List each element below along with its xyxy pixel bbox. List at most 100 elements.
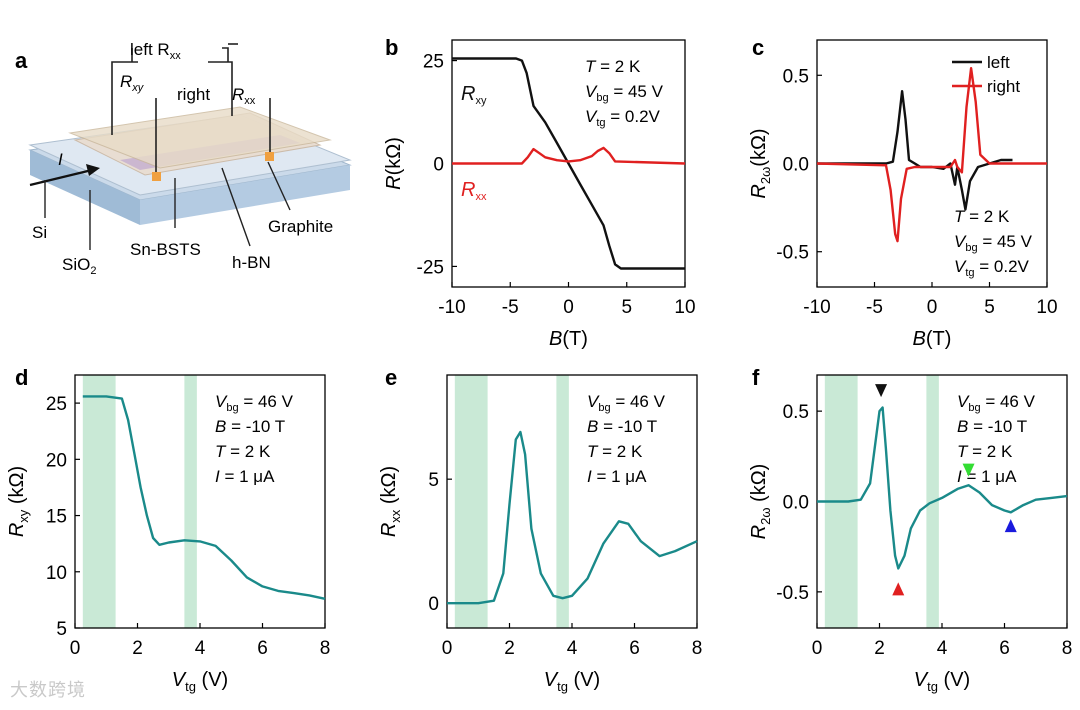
label-si: Si — [32, 223, 47, 242]
annotation-text: Vbg = 45 V — [585, 82, 664, 104]
x-tick-label: 5 — [984, 297, 995, 318]
x-tick-label: 6 — [999, 638, 1010, 659]
y-axis-label: R2ω (kΩ) — [748, 464, 773, 540]
shaded-region-1 — [454, 375, 488, 628]
y-tick-label: 5 — [428, 470, 439, 491]
si-substrate-front — [30, 150, 140, 225]
annotation-text: T = 2 K — [215, 442, 271, 461]
x-axis-label: Vtg (V) — [172, 669, 228, 694]
series-label-rxy: Rxy — [461, 83, 487, 107]
y-tick-label: 10 — [46, 563, 67, 584]
panel-a-letter: a — [15, 48, 28, 73]
series-line-left — [817, 90, 1013, 211]
annotation-text: T = 2 K — [587, 442, 643, 461]
y-tick-label: 25 — [46, 394, 67, 415]
y-axis-label: R2ω(kΩ) — [748, 128, 773, 198]
annotation-text: Vbg = 46 V — [587, 392, 666, 414]
label-sio2: SiO2 — [62, 255, 96, 277]
x-tick-label: 10 — [674, 297, 695, 318]
y-tick-label: 20 — [46, 450, 67, 471]
series-line-rxy — [82, 395, 326, 600]
x-tick-label: 8 — [320, 638, 331, 659]
current-arrowhead — [86, 164, 100, 176]
x-tick-label: -5 — [866, 297, 883, 318]
y-tick-label: 25 — [423, 52, 444, 73]
x-axis-label: Vtg (V) — [544, 669, 600, 694]
y-tick-label: -0.5 — [776, 583, 809, 604]
series-line-rxy — [452, 57, 685, 270]
x-tick-label: 0 — [70, 638, 81, 659]
annotation-text: Vbg = 46 V — [957, 392, 1036, 414]
annotation-text: I = 1 μA — [215, 467, 275, 486]
x-axis-label: Vtg (V) — [914, 669, 970, 694]
y-tick-label: -0.5 — [776, 243, 809, 264]
label-left-rxx: left Rxx — [130, 40, 181, 62]
annotation-text: T = 2 K — [954, 207, 1010, 226]
label-rxy: Rxy — [120, 72, 145, 94]
x-tick-label: 4 — [195, 638, 206, 659]
panel-e-letter: e — [385, 365, 397, 390]
panel-d-letter: d — [15, 365, 28, 390]
y-tick-label: 0.5 — [783, 66, 809, 87]
x-tick-label: 0 — [812, 638, 823, 659]
y-tick-label: 5 — [56, 619, 67, 640]
y-tick-label: 0 — [433, 155, 444, 176]
x-axis-label: B(T) — [913, 328, 952, 350]
y-tick-label: 0.0 — [783, 155, 809, 176]
x-axis-label: B(T) — [549, 328, 588, 350]
shaded-region-2 — [184, 375, 197, 628]
panel-b-chart: b -10 -5 0 5 10 25 0 -25 B(T) R(kΩ) Rxy Rxx T = 2 K Vb… — [383, 35, 696, 350]
panel-f-chart: f 0 2 4 6 8 0.5 0.0 -0.5 Vtg (V) R2ω (kΩ) Vbg = 46 … — [748, 365, 1072, 694]
shaded-region-2 — [556, 375, 569, 628]
panel-b-letter: b — [385, 35, 398, 60]
panel-e-chart: e 0 2 4 6 8 0 5 Vtg (V) Rxx (kΩ) Vbg = 46 V B = -10… — [378, 365, 702, 694]
x-tick-label: 2 — [504, 638, 515, 659]
marker-triangle-3 — [962, 463, 975, 477]
x-tick-label: 0 — [927, 297, 938, 318]
annotation-text: Vtg = 0.2V — [585, 107, 661, 129]
annotation-text: I = 1 μA — [587, 467, 647, 486]
annotation-text: Vbg = 45 V — [954, 232, 1033, 254]
annotation-text: I = 1 μA — [957, 467, 1017, 486]
label-hbn: h-BN — [232, 253, 271, 272]
y-tick-label: 15 — [46, 507, 67, 528]
graphite-gate — [68, 106, 332, 169]
x-tick-label: 8 — [1062, 638, 1073, 659]
panel-a-device-schematic: a left Rxx Rxy right Rxx I — [15, 40, 352, 277]
x-tick-label: 6 — [629, 638, 640, 659]
panel-d-chart: d 0 2 4 6 8 5 10 15 20 25 Vtg (V) Rxy (kΩ) Vbg = 46 V… — [6, 365, 330, 694]
series-line-r2w — [817, 406, 1068, 570]
x-tick-label: 6 — [257, 638, 268, 659]
y-tick-label: 0 — [428, 594, 439, 615]
x-tick-label: 5 — [621, 297, 632, 318]
x-tick-label: 0 — [442, 638, 453, 659]
marker-triangle-1 — [875, 384, 888, 398]
x-tick-label: 10 — [1036, 297, 1057, 318]
leader-lines — [44, 161, 291, 250]
y-axis-label: Rxy (kΩ) — [6, 466, 31, 537]
label-right-rxx: Rxx — [232, 85, 256, 107]
annotation-text: Vtg = 0.2V — [954, 257, 1030, 279]
series-label-rxx: Rxx — [461, 179, 487, 203]
series-line-right — [816, 67, 1047, 243]
y-axis-label: Rxx (kΩ) — [378, 466, 403, 537]
panel-f-letter: f — [752, 365, 760, 390]
y-tick-label: -25 — [417, 257, 444, 278]
x-tick-label: -5 — [502, 297, 519, 318]
probe-wires — [111, 43, 271, 172]
legend-label: left — [987, 53, 1010, 72]
x-tick-label: 0 — [563, 297, 574, 318]
label-graphite: Graphite — [268, 217, 333, 236]
panel-c-letter: c — [752, 35, 764, 60]
marker-triangle-4 — [1004, 519, 1017, 533]
x-tick-label: -10 — [803, 297, 830, 318]
watermark: 大数跨境 — [10, 680, 86, 701]
annotation-text: B = -10 T — [215, 417, 285, 436]
si-substrate-side — [140, 165, 350, 225]
x-tick-label: 8 — [692, 638, 703, 659]
series-line-rxx — [452, 146, 686, 165]
x-tick-label: 4 — [937, 638, 948, 659]
shaded-region-1 — [82, 375, 116, 628]
